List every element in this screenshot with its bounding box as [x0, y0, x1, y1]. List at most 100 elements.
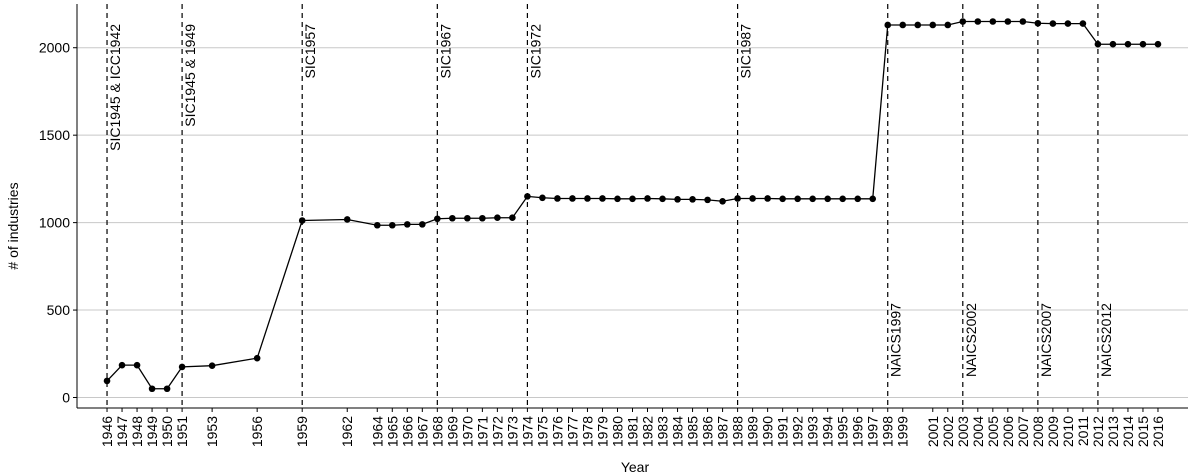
y-tick-label: 2000	[39, 40, 70, 56]
x-tick-label: 1953	[204, 416, 220, 447]
x-tick-label: 1987	[715, 416, 731, 447]
x-tick-label: 2009	[1045, 416, 1061, 447]
x-tick-label: 2010	[1060, 416, 1076, 447]
data-point	[1034, 19, 1042, 27]
data-point	[253, 354, 261, 362]
data-point	[1064, 20, 1072, 27]
data-point	[449, 214, 456, 222]
x-tick-label: 1948	[129, 416, 145, 447]
data-point	[1019, 18, 1027, 25]
classification-label: SIC1967	[437, 24, 453, 79]
x-tick-label: 1949	[144, 416, 160, 447]
data-point	[133, 361, 141, 369]
x-tick-label: 1969	[444, 416, 460, 447]
data-point	[839, 195, 846, 203]
y-tick-label: 500	[47, 302, 71, 318]
data-point	[599, 195, 606, 202]
x-tick-label: 1975	[534, 416, 550, 447]
data-point	[1079, 20, 1087, 27]
x-tick-label: 1986	[700, 416, 716, 447]
x-tick-label: 1982	[640, 416, 656, 447]
data-point	[809, 195, 816, 203]
x-tick-label: 1994	[820, 416, 836, 447]
classification-label: SIC1945 & ICC1942	[107, 24, 123, 151]
x-tick-label: 2006	[1000, 416, 1016, 447]
x-tick-label: 1991	[775, 416, 791, 447]
data-point	[674, 196, 681, 203]
x-tick-label: 1990	[760, 416, 776, 447]
x-tick-label: 1993	[805, 416, 821, 447]
data-point	[148, 385, 156, 393]
x-tick-label: 1977	[564, 416, 580, 447]
data-point	[494, 214, 501, 222]
data-point	[539, 194, 546, 202]
data-point	[298, 217, 306, 224]
x-tick-label: 1962	[339, 416, 355, 447]
x-tick-label: 1983	[655, 416, 671, 447]
x-tick-label: 2011	[1075, 416, 1091, 446]
classification-label: NAICS2002	[963, 303, 979, 377]
x-tick-label: 1946	[99, 416, 115, 447]
data-point	[163, 385, 171, 393]
data-point	[974, 18, 982, 25]
x-tick-label: 2016	[1150, 416, 1166, 447]
x-tick-label: 1989	[745, 416, 761, 447]
data-point	[554, 195, 561, 202]
data-point	[1049, 20, 1057, 27]
x-tick-label: 1972	[489, 416, 505, 447]
data-point	[734, 195, 741, 202]
x-tick-label: 2002	[940, 416, 956, 447]
classification-label: SIC1972	[527, 24, 543, 79]
x-tick-label: 2004	[970, 416, 986, 447]
data-point	[419, 221, 426, 228]
x-tick-label: 1981	[625, 416, 641, 447]
x-tick-label: 1967	[414, 416, 430, 447]
data-point	[1004, 18, 1012, 25]
x-tick-label: 2012	[1090, 416, 1106, 447]
x-tick-label: 1984	[670, 416, 686, 447]
x-tick-label: 1995	[835, 416, 851, 447]
data-point	[1139, 40, 1147, 48]
data-point	[824, 195, 831, 203]
x-tick-label: 1978	[579, 416, 595, 447]
data-point	[403, 221, 411, 228]
classification-label: NAICS2007	[1038, 303, 1054, 377]
data-point	[178, 363, 186, 371]
x-tick-label: 1947	[114, 416, 130, 447]
x-tick-label: 1973	[504, 416, 520, 447]
x-tick-label: 1959	[294, 416, 310, 447]
x-tick-label: 1951	[174, 416, 190, 447]
data-point	[869, 195, 877, 203]
y-tick-label: 1000	[39, 215, 70, 231]
classification-label: NAICS1997	[888, 303, 904, 377]
data-point	[1109, 40, 1117, 48]
data-point	[779, 195, 786, 203]
x-tick-label: 1992	[790, 416, 806, 447]
data-point	[434, 215, 441, 223]
y-axis-title: # of industries	[5, 182, 21, 269]
data-point	[794, 195, 801, 203]
data-point	[479, 214, 486, 222]
data-point	[464, 214, 471, 222]
x-tick-label: 2015	[1135, 416, 1151, 447]
data-point	[884, 21, 892, 29]
x-tick-label: 1988	[730, 416, 746, 447]
x-tick-label: 2005	[985, 416, 1001, 447]
x-tick-label: 1966	[399, 416, 415, 447]
x-axis-title: Year	[621, 459, 650, 475]
data-point	[749, 195, 756, 202]
y-tick-label: 1500	[39, 127, 70, 143]
x-tick-label: 2001	[925, 416, 941, 447]
x-tick-label: 1974	[519, 416, 535, 447]
data-point	[1124, 40, 1132, 48]
x-tick-label: 1997	[865, 416, 881, 447]
data-point	[509, 214, 516, 222]
data-point	[118, 361, 126, 369]
x-tick-label: 1968	[429, 416, 445, 447]
data-point	[989, 18, 997, 25]
classification-label: SIC1957	[302, 24, 318, 79]
classification-lines: SIC1945 & ICC1942 SIC1945 & 1949 SIC1957 SI…	[106, 4, 1114, 408]
data-point	[1094, 40, 1102, 48]
x-tick-label: 1971	[474, 416, 490, 447]
